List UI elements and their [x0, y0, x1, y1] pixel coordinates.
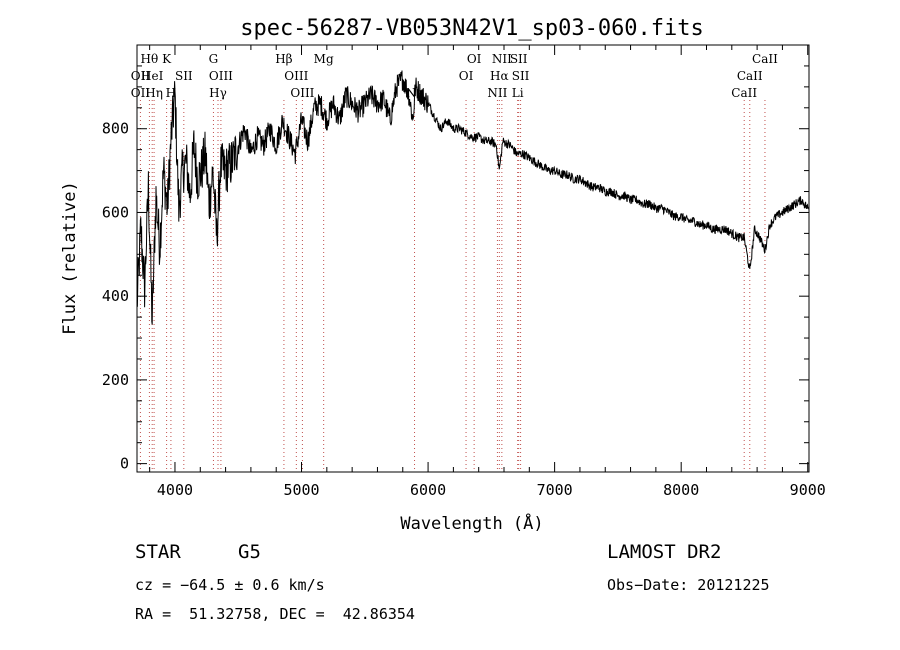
x-tick-label: 9000 [790, 481, 826, 499]
spectral-line-label: OIII [284, 69, 308, 83]
x-axis: 4000 5000 6000 7000 8000 9000 [149, 45, 826, 499]
x-axis-label: Wavelength (Å) [400, 512, 543, 534]
x-tick-label: 8000 [663, 481, 699, 499]
spectral-line-label: OII [131, 69, 151, 83]
obs-date-line: Obs−Date: 20121225 [607, 576, 770, 594]
x-tick-label: 4000 [157, 481, 193, 499]
plot-frame [136, 44, 810, 473]
spectral-line-label: SII [512, 69, 530, 83]
spectral-line-label: OII [131, 86, 151, 100]
coords-line: RA = 51.32758, DEC = 42.86354 [135, 605, 415, 623]
chart-title: spec-56287-VB053N42V1_sp03-060.fits [240, 16, 704, 41]
object-class: STAR [135, 541, 181, 563]
spectral-line-label: OI [467, 52, 482, 66]
spectral-line-label: K [162, 52, 172, 66]
subclass: G5 [238, 541, 261, 563]
spectral-line-label: OI [459, 69, 474, 83]
spectral-line-label: G [209, 52, 219, 66]
spectral-line-label: SII [175, 69, 193, 83]
spectral-line-label: H [166, 86, 176, 100]
spectral-line-label: Hγ [209, 86, 227, 100]
y-tick-label: 400 [102, 287, 129, 305]
spectral-line-label: Mg [314, 52, 334, 66]
survey-label: LAMOST DR2 [607, 541, 722, 563]
x-tick-label: 7000 [537, 481, 573, 499]
spectral-line-label: SII [510, 52, 528, 66]
y-tick-label: 600 [102, 203, 129, 221]
x-tick-label: 5000 [283, 481, 319, 499]
spectral-line-label: Hα [490, 69, 509, 83]
y-axis-label: Flux (relative) [60, 181, 80, 335]
spectral-line-label: CaII [737, 69, 763, 83]
spectral-line-label: HeI [141, 69, 164, 83]
x-tick-label: 6000 [410, 481, 446, 499]
y-tick-label: 200 [102, 371, 129, 389]
y-tick-label: 800 [102, 120, 129, 138]
y-axis: 0 200 400 600 800 [102, 44, 809, 473]
y-tick-label: 0 [120, 455, 129, 473]
spectral-line-label: CaII [731, 86, 757, 100]
spectral-line-label: Hβ [275, 52, 292, 66]
spectral-line-label: NII [487, 86, 507, 100]
redshift-line: cz = −64.5 ± 0.6 km/s [135, 576, 325, 594]
spectrum-series [136, 70, 810, 325]
spectral-line-label: CaII [752, 52, 778, 66]
spectral-line-label: Li [512, 86, 524, 100]
spectral-line-label: Hη [145, 86, 163, 100]
spectral-line-label: OIII [209, 69, 233, 83]
spectral-line-label: NII [492, 52, 512, 66]
spectral-line-label: Hθ [141, 52, 159, 66]
spectrum-line [136, 70, 810, 325]
spectral-line-label: OIII [290, 86, 314, 100]
